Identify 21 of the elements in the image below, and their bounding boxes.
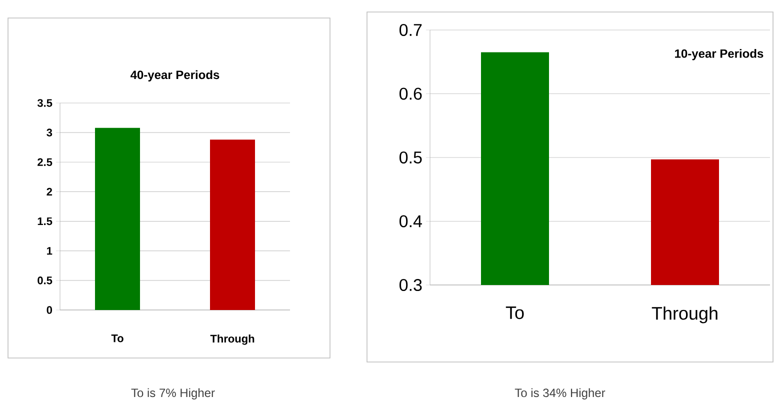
y-tick-label: 0.5 — [399, 151, 422, 164]
y-tick-label: 0 — [46, 306, 52, 314]
text: 10-year Periods — [675, 49, 764, 60]
y-tick-label: 2 — [46, 188, 52, 196]
y-tick-label: 3.5 — [37, 99, 52, 107]
y-tick-label: 0.4 — [399, 215, 422, 228]
y-tick-label: 0.7 — [399, 24, 422, 36]
chart-title: 40-year Periods — [130, 70, 220, 82]
y-tick-label: 1.5 — [38, 217, 52, 226]
y-tick-label: 3 — [46, 128, 52, 136]
y-tick-label: 1 — [47, 247, 52, 255]
y-tick-label: 0.5 — [38, 276, 52, 284]
y-tick-label: 0.3 — [399, 278, 422, 292]
text: To is 34% Higher — [514, 388, 606, 400]
x-tick-label: To — [506, 306, 524, 320]
x-tick-label: Through — [652, 306, 718, 324]
text: To is 7% Higher — [131, 388, 215, 400]
x-tick-label: Through — [210, 334, 254, 345]
y-tick-label: 0.6 — [399, 88, 422, 100]
y-tick-label: 2.5 — [38, 158, 52, 166]
x-tick-label: To — [111, 334, 124, 342]
